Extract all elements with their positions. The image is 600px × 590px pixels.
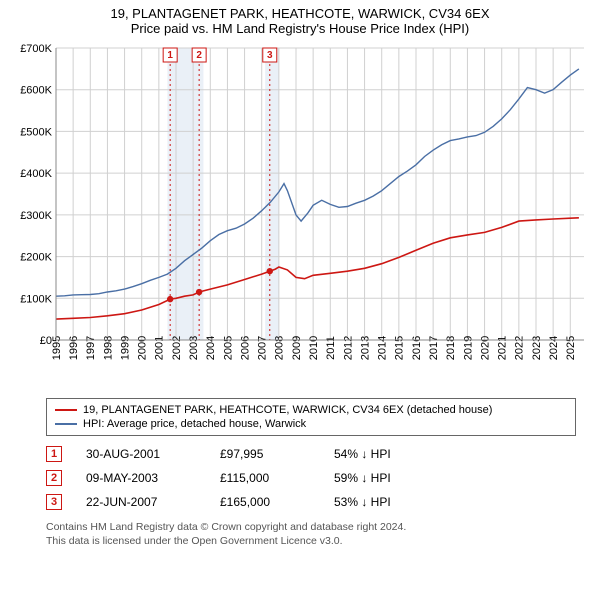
legend-item: HPI: Average price, detached house, Warw…	[55, 417, 567, 431]
svg-text:2023: 2023	[531, 336, 543, 360]
svg-text:2019: 2019	[462, 336, 474, 360]
marker-price: £115,000	[220, 471, 310, 485]
svg-text:1999: 1999	[119, 336, 131, 360]
svg-text:£200K: £200K	[20, 252, 52, 264]
svg-text:2020: 2020	[479, 336, 491, 360]
legend: 19, PLANTAGENET PARK, HEATHCOTE, WARWICK…	[46, 398, 576, 436]
marker-id-box: 3	[46, 494, 62, 510]
marker-date: 30-AUG-2001	[86, 447, 196, 461]
svg-text:3: 3	[267, 50, 273, 61]
svg-text:2014: 2014	[377, 336, 389, 360]
svg-text:£400K: £400K	[20, 168, 52, 180]
svg-text:£300K: £300K	[20, 210, 52, 222]
title-subtitle: Price paid vs. HM Land Registry's House …	[8, 21, 592, 36]
svg-text:2003: 2003	[188, 336, 200, 360]
svg-text:2015: 2015	[394, 336, 406, 360]
attribution-line: Contains HM Land Registry data © Crown c…	[46, 520, 592, 534]
marker-date: 09-MAY-2003	[86, 471, 196, 485]
svg-text:2002: 2002	[171, 336, 183, 360]
legend-swatch	[55, 409, 77, 411]
svg-text:2006: 2006	[239, 336, 251, 360]
svg-text:2000: 2000	[137, 336, 149, 360]
svg-text:1997: 1997	[85, 336, 97, 360]
title-block: 19, PLANTAGENET PARK, HEATHCOTE, WARWICK…	[8, 6, 592, 36]
chart: £0£100K£200K£300K£400K£500K£600K£700K199…	[8, 40, 592, 390]
svg-text:2013: 2013	[359, 336, 371, 360]
svg-text:2017: 2017	[428, 336, 440, 360]
marker-diff: 53% ↓ HPI	[334, 495, 391, 509]
legend-label: 19, PLANTAGENET PARK, HEATHCOTE, WARWICK…	[83, 404, 492, 416]
svg-text:£100K: £100K	[20, 293, 52, 305]
marker-date: 22-JUN-2007	[86, 495, 196, 509]
svg-text:2007: 2007	[257, 336, 269, 360]
title-address: 19, PLANTAGENET PARK, HEATHCOTE, WARWICK…	[8, 6, 592, 21]
markers-table: 1 30-AUG-2001 £97,995 54% ↓ HPI 2 09-MAY…	[46, 442, 592, 514]
svg-text:2001: 2001	[154, 336, 166, 360]
svg-text:1998: 1998	[102, 336, 114, 360]
attribution-line: This data is licensed under the Open Gov…	[46, 534, 592, 548]
svg-text:1: 1	[167, 50, 173, 61]
marker-row: 2 09-MAY-2003 £115,000 59% ↓ HPI	[46, 466, 592, 490]
marker-price: £165,000	[220, 495, 310, 509]
svg-text:2010: 2010	[308, 336, 320, 360]
svg-text:1996: 1996	[68, 336, 80, 360]
svg-text:2008: 2008	[274, 336, 286, 360]
svg-text:2005: 2005	[222, 336, 234, 360]
legend-item: 19, PLANTAGENET PARK, HEATHCOTE, WARWICK…	[55, 403, 567, 417]
svg-text:2016: 2016	[411, 336, 423, 360]
svg-text:2018: 2018	[445, 336, 457, 360]
marker-row: 1 30-AUG-2001 £97,995 54% ↓ HPI	[46, 442, 592, 466]
marker-id-box: 2	[46, 470, 62, 486]
marker-id-box: 1	[46, 446, 62, 462]
svg-text:2024: 2024	[548, 336, 560, 360]
svg-text:2025: 2025	[565, 336, 577, 360]
marker-row: 3 22-JUN-2007 £165,000 53% ↓ HPI	[46, 490, 592, 514]
svg-text:2004: 2004	[205, 336, 217, 360]
svg-text:2009: 2009	[291, 336, 303, 360]
svg-text:2021: 2021	[497, 336, 509, 360]
chart-svg: £0£100K£200K£300K£400K£500K£600K£700K199…	[8, 40, 592, 390]
chart-container: 19, PLANTAGENET PARK, HEATHCOTE, WARWICK…	[0, 0, 600, 556]
svg-text:£500K: £500K	[20, 126, 52, 138]
marker-diff: 59% ↓ HPI	[334, 471, 391, 485]
svg-text:1995: 1995	[51, 336, 63, 360]
svg-text:£600K: £600K	[20, 85, 52, 97]
svg-text:2: 2	[196, 50, 202, 61]
svg-text:£700K: £700K	[20, 43, 52, 55]
svg-text:2012: 2012	[342, 336, 354, 360]
legend-swatch	[55, 423, 77, 425]
attribution: Contains HM Land Registry data © Crown c…	[46, 520, 592, 548]
marker-diff: 54% ↓ HPI	[334, 447, 391, 461]
legend-label: HPI: Average price, detached house, Warw…	[83, 418, 306, 430]
marker-price: £97,995	[220, 447, 310, 461]
svg-text:2022: 2022	[514, 336, 526, 360]
